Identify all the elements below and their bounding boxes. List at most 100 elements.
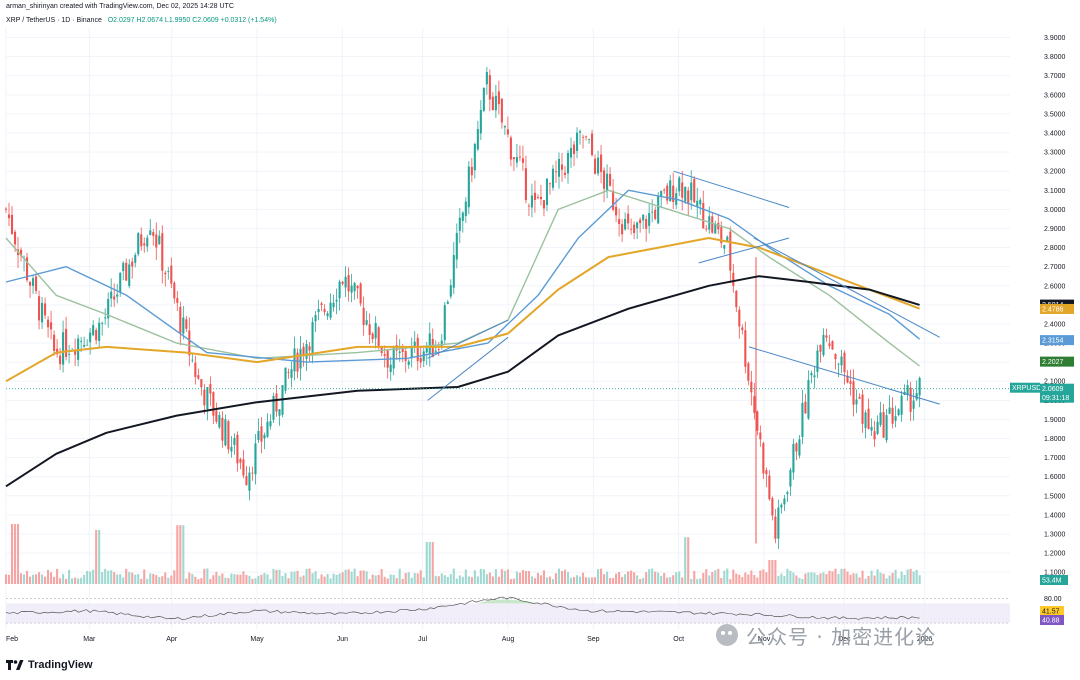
- candle-body: [80, 340, 83, 342]
- candle-body: [302, 346, 305, 356]
- candle-body: [681, 182, 684, 198]
- price-tick-label: 3.2000: [1044, 169, 1066, 176]
- candle-body: [38, 296, 41, 321]
- candle-body: [449, 285, 452, 297]
- candle-body: [206, 386, 209, 410]
- candle-body: [101, 323, 104, 324]
- volume-bar: [68, 569, 71, 584]
- volume-bar: [891, 572, 894, 584]
- volume-bar: [792, 572, 795, 584]
- volume-bar: [657, 572, 660, 584]
- price-label: 2.4786: [1042, 306, 1064, 313]
- volume-bar: [77, 578, 80, 584]
- volume-bar: [131, 572, 134, 584]
- tradingview-logo[interactable]: TradingView: [6, 657, 93, 673]
- candle-body: [413, 341, 416, 348]
- volume-bar: [203, 568, 206, 584]
- candle-body: [575, 132, 579, 151]
- rsi-overbought-fill: [477, 599, 539, 604]
- candle-body: [185, 319, 188, 329]
- candle-body: [293, 348, 296, 372]
- candle-body: [690, 182, 693, 201]
- candle-body: [443, 305, 446, 341]
- volume-bar: [461, 576, 464, 584]
- candle-body: [615, 206, 618, 216]
- candle-body: [350, 285, 353, 293]
- tradingview-logo-text: TradingView: [28, 659, 93, 671]
- volume-bar: [386, 578, 389, 584]
- candle-body: [182, 317, 185, 334]
- volume-bar: [536, 572, 540, 584]
- candle-body: [735, 290, 738, 308]
- symbol-title[interactable]: XRP / TetherUS · 1D · Binance: [6, 17, 102, 24]
- volume-bar: [813, 572, 816, 584]
- volume-bar: [149, 573, 152, 584]
- volume-bar: [119, 574, 122, 584]
- volume-bar: [13, 524, 17, 584]
- volume-bar: [789, 570, 792, 584]
- volume-bar: [164, 572, 167, 584]
- volume-bar: [464, 569, 467, 584]
- volume-bar: [591, 577, 594, 584]
- candle-body: [518, 156, 521, 158]
- volume-bar: [176, 525, 179, 584]
- candle-body: [687, 190, 690, 204]
- volume-bar: [278, 569, 281, 584]
- volume-bar: [197, 579, 200, 584]
- candle-body: [554, 171, 558, 173]
- candle-body: [897, 409, 900, 416]
- candle-body: [254, 443, 257, 475]
- ohlc-legend: XRP / TetherUS · 1D · Binance O2.0297 H2…: [6, 17, 277, 24]
- candle-body: [314, 314, 317, 322]
- volume-bar: [888, 575, 891, 584]
- price-tick-label: 3.5000: [1044, 111, 1066, 118]
- volume-bar: [260, 574, 263, 584]
- candle-body: [290, 369, 293, 378]
- volume-bar: [900, 571, 903, 584]
- volume-bar: [242, 571, 245, 584]
- volume-bar: [473, 570, 476, 584]
- candle-body: [699, 199, 702, 205]
- candle-body: [83, 344, 86, 347]
- volume-bar: [28, 576, 32, 584]
- price-axis[interactable]: 3.9000 3.8000 3.7000 3.6000 3.5000 3.4000 3.30…: [1044, 35, 1066, 603]
- chart-canvas[interactable]: 3.9000 3.8000 3.7000 3.6000 3.5000 3.4000 3.30…: [0, 0, 1080, 652]
- volume-bar: [648, 569, 651, 584]
- candle-body: [822, 334, 825, 356]
- candle-body: [32, 278, 35, 286]
- candle-body: [563, 172, 567, 175]
- candle-body: [753, 396, 756, 413]
- volume-bar: [146, 578, 149, 584]
- volume-bar: [774, 560, 777, 584]
- volume-bar: [254, 578, 257, 584]
- volume-bar: [482, 569, 485, 584]
- candle-body: [723, 245, 726, 249]
- moving-averages: [5, 189, 921, 488]
- candle-body: [846, 375, 849, 383]
- candle-body: [717, 222, 720, 230]
- volume-bar: [4, 574, 8, 584]
- candle-body: [236, 434, 239, 464]
- time-tick-label: Dec: [838, 636, 851, 643]
- price-label: 2.0609: [1042, 386, 1064, 393]
- candle-body: [28, 281, 32, 286]
- volume-bar: [53, 576, 56, 584]
- volume-bar: [92, 569, 95, 584]
- volume-bar: [236, 574, 239, 584]
- price-tick-label: 2.6000: [1044, 283, 1066, 290]
- candle-body: [530, 195, 533, 208]
- candle-body: [503, 125, 506, 128]
- volume-bar: [867, 575, 870, 584]
- volume-bar: [609, 578, 612, 584]
- price-tick-label: 3.9000: [1044, 35, 1066, 42]
- candle-body: [645, 219, 648, 229]
- price-tick-label: 2.1000: [1044, 379, 1066, 386]
- time-axis[interactable]: Feb Mar Apr May Jun Jul Aug Sep Oct Nov Dec 2026: [6, 636, 933, 643]
- volume-bar: [32, 574, 35, 584]
- volume-bar: [780, 573, 783, 584]
- volume-bar: [515, 571, 518, 584]
- volume-bar: [362, 570, 365, 584]
- volume-bar: [660, 575, 663, 584]
- trendlines: [427, 170, 940, 405]
- volume-bar: [645, 572, 648, 584]
